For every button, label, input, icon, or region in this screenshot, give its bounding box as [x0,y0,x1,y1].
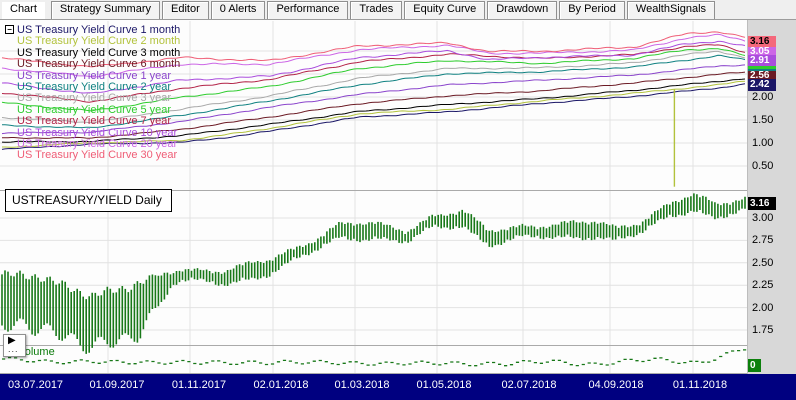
date-tick-label: 04.09.2018 [588,379,644,391]
legend-label: US Treasury Yield Curve 6 month [17,58,181,71]
axis-tick-label: 2.00 [752,302,774,314]
legend-item: US Treasury Yield Curve 5 year [5,103,180,116]
legend-item: US Treasury Yield Curve 7 year [5,115,180,128]
axis-tick-label: 1.75 [752,324,774,336]
tab-editor[interactable]: Editor [162,1,209,19]
price-tag: 2.91 [748,55,776,67]
date-tick-label: 01.11.2018 [672,379,728,391]
legend-label: US Treasury Yield Curve 30 year [17,149,178,162]
volume-label: Volume [18,346,55,358]
collapse-pane-icon[interactable]: − [5,25,14,34]
axis-tick-label: 3.00 [752,212,774,224]
last-close-tag: 3.16 [748,197,776,210]
price-tag: 3.05 [748,47,776,56]
price-tag: 3.16 [748,36,776,48]
axis-tick-label: 1.00 [752,137,774,149]
legend-item: US Treasury Yield Curve 1 year [5,69,180,82]
volume-tag: 0 [748,359,761,372]
legend-label: US Treasury Yield Curve 3 year [17,92,172,105]
price-tag [748,66,776,70]
price-tag [748,69,776,72]
series-legend: − US Treasury Yield Curve 1 month US Treas… [5,24,181,162]
legend-item: US Treasury Yield Curve 3 month [5,46,181,59]
legend-item: US Treasury Yield Curve 10 year [5,126,180,139]
tab-equity-curve[interactable]: Equity Curve [404,1,486,19]
tab-wealthsignals[interactable]: WealthSignals [626,1,716,19]
price-tag: 2.42 [748,79,776,91]
tab-trades[interactable]: Trades [350,1,403,19]
date-tick-label: 01.05.2018 [416,379,472,391]
legend-item: − US Treasury Yield Curve 1 month [5,24,181,36]
date-tick-label: 02.01.2018 [253,379,309,391]
legend-item: US Treasury Yield Curve 6 month [5,58,181,71]
legend-label: US Treasury Yield Curve 10 year [17,126,178,139]
legend-label: US Treasury Yield Curve 3 month [17,46,181,59]
legend-label: US Treasury Yield Curve 20 year [17,137,178,150]
date-tick-label: 01.09.2017 [89,379,145,391]
chart-area: − US Treasury Yield Curve 1 month US Treas… [0,20,747,374]
axis-tick-label: 2.00 [752,91,774,103]
dots-icon: ... [8,344,19,354]
legend-item: US Treasury Yield Curve 2 year [5,80,180,93]
axis-tick-label: 1.50 [752,114,774,126]
legend-item: US Treasury Yield Curve 3 year [5,93,180,104]
axis-tick-label: 0.50 [752,160,774,172]
tab-strategy-summary[interactable]: Strategy Summary [50,1,160,19]
date-tick-label: 01.11.2017 [171,379,227,391]
tab-0-alerts[interactable]: 0 Alerts [210,1,266,19]
legend-label: US Treasury Yield Curve 7 year [17,115,172,128]
date-tick-label: 03.07.2017 [8,379,64,391]
symbol-label: USTREASURY/YIELD Daily [5,189,172,212]
date-tick-label: 02.07.2018 [501,379,557,391]
chart-canvas[interactable] [0,20,747,374]
axis-tick-label: 2.50 [752,257,774,269]
tab-chart[interactable]: Chart [1,1,46,19]
price-axis: 2.00 1.50 1.00 0.50 3.00 2.75 2.50 2.25 2.00 1.75… [747,20,796,374]
legend-label: US Treasury Yield Curve 2 year [17,80,172,93]
tab-by-period[interactable]: By Period [559,1,625,19]
legend-item: US Treasury Yield Curve 2 month [5,36,180,47]
tab-performance[interactable]: Performance [267,1,349,19]
tab-bar: Chart Strategy Summary Editor 0 Alerts Perfo… [0,0,796,20]
legend-label: US Treasury Yield Curve 5 year [17,103,172,116]
date-axis: 03.07.2017 01.09.2017 01.11.2017 02.01.2018… [0,374,796,400]
legend-item: US Treasury Yield Curve 30 year [5,150,180,161]
price-tag: 2.56 [748,71,776,80]
legend-label: US Treasury Yield Curve 1 month [17,24,181,36]
chart-nav-button[interactable]: ▶ ... [3,334,26,357]
date-tick-label: 01.03.2018 [334,379,390,391]
legend-label: US Treasury Yield Curve 1 year [17,69,172,82]
legend-label: US Treasury Yield Curve 2 month [17,35,181,48]
play-icon: ▶ [8,335,16,346]
legend-item: US Treasury Yield Curve 20 year [5,137,180,150]
axis-tick-label: 2.25 [752,279,774,291]
axis-tick-label: 2.75 [752,234,774,246]
tab-drawdown[interactable]: Drawdown [487,1,558,19]
